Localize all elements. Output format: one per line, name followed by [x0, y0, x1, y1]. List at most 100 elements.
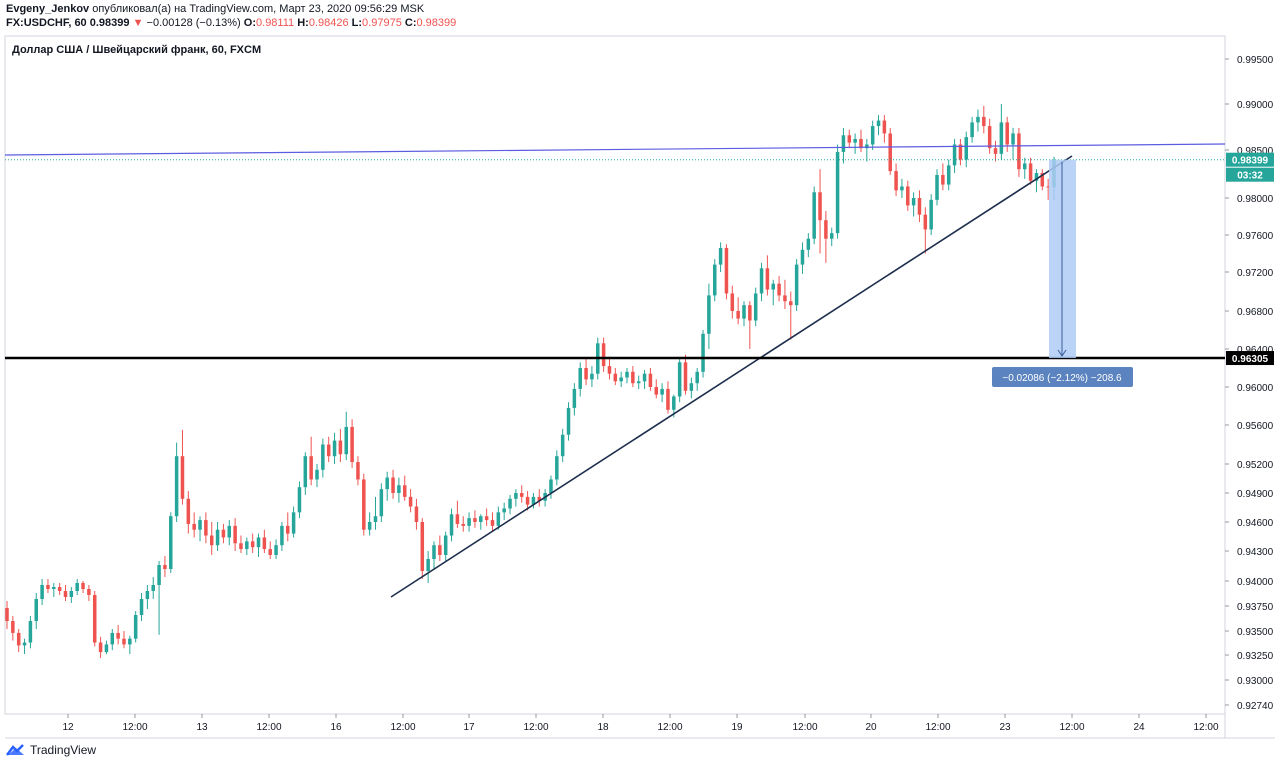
candle-body — [92, 595, 97, 643]
price-badge: 0.98399 — [1232, 156, 1269, 167]
candle-body — [976, 116, 980, 123]
candle-body — [303, 456, 308, 488]
candle-body — [508, 498, 512, 509]
candle-body — [1028, 163, 1033, 181]
candle-body — [326, 444, 331, 457]
candle-body — [245, 541, 249, 550]
candle-body — [935, 174, 939, 200]
candle-body — [87, 589, 91, 595]
candle-body — [683, 362, 688, 391]
candle-body — [853, 138, 857, 143]
time-tick-label: 24 — [1133, 722, 1145, 733]
candle-body — [414, 506, 419, 522]
footer-brand[interactable]: TradingView — [30, 743, 97, 757]
candle-body — [941, 174, 945, 185]
price-badge-bg — [1226, 152, 1274, 167]
candle-body — [841, 135, 846, 152]
price-tick-label: 0.95200 — [1237, 460, 1274, 471]
time-tick-label: 12 — [62, 722, 74, 733]
candle-body — [16, 632, 21, 646]
candle-body — [888, 133, 892, 172]
candle-body — [373, 516, 378, 522]
candle-body — [672, 396, 676, 410]
candle-body — [496, 512, 501, 526]
price-tick-label: 0.93000 — [1237, 676, 1274, 687]
time-tick-label: 12:00 — [256, 722, 281, 733]
countdown-badge: 03:32 — [1237, 171, 1263, 182]
candle-body — [1011, 133, 1015, 145]
candle-body — [724, 247, 729, 294]
open-value: 0.98111 — [256, 17, 295, 29]
time-tick-label: 17 — [463, 722, 475, 733]
candle-body — [502, 508, 506, 513]
candle-body — [461, 523, 465, 526]
candle-body — [736, 311, 740, 319]
candle-body — [116, 632, 120, 639]
candle-body — [157, 565, 161, 585]
candle-body — [859, 138, 863, 149]
chart-header: Evgeny_Jenkov опубликовал(а) на TradingV… — [6, 2, 456, 30]
candle-body — [900, 186, 904, 191]
price-tick-label: 0.96800 — [1237, 307, 1274, 318]
candle-body — [1046, 186, 1050, 188]
candle-body — [519, 493, 524, 497]
candle-body — [654, 387, 659, 395]
candle-body — [677, 362, 682, 397]
price-tick-label: 0.94900 — [1237, 489, 1274, 500]
candle-body — [57, 587, 62, 591]
candle-body — [186, 498, 191, 524]
candle-body — [449, 514, 454, 536]
candle-body — [707, 295, 711, 334]
candle-body — [467, 518, 471, 526]
candle-body — [771, 283, 775, 290]
price-tick-label: 0.93750 — [1237, 602, 1274, 613]
time-axis[interactable]: 12 12:00 13 12:00 16 12:00 17 12:00 18 12:00 19 12:… — [62, 714, 1219, 733]
candle-body — [952, 144, 957, 166]
candle-body — [350, 426, 354, 463]
high-label: H: — [297, 17, 309, 29]
price-axis[interactable]: 0.99500 0.99000 0.98500 0.98000 0.97600 0.972… — [1225, 55, 1274, 712]
candle-body — [52, 587, 56, 589]
candle-body — [625, 371, 629, 378]
candle-body — [256, 537, 261, 548]
candle-body — [590, 373, 594, 380]
change-arrow-icon: ▼ — [132, 17, 144, 29]
candle-body — [291, 512, 296, 534]
candle-body — [619, 377, 623, 382]
time-tick-label: 12:00 — [1193, 722, 1218, 733]
candle-body — [613, 373, 618, 382]
candle-body — [262, 537, 267, 550]
candle-body — [297, 487, 302, 513]
ohlc-line: FX:USDCHF, 60 0.98399 ▼ −0.00128 (−0.13%… — [6, 16, 456, 30]
candle-body — [443, 535, 448, 555]
candle-body — [397, 485, 401, 493]
candle-body — [876, 120, 881, 127]
symbol-label: FX:USDCHF, 60 — [6, 17, 87, 29]
candle-body — [239, 543, 243, 550]
time-tick-label: 12:00 — [122, 722, 147, 733]
change-value: −0.00128 (−0.13%) — [146, 17, 241, 29]
publication-line: Evgeny_Jenkov опубликовал(а) на TradingV… — [6, 2, 456, 16]
candle-body — [204, 520, 208, 536]
low-value: 0.97975 — [362, 17, 402, 29]
candle-body — [917, 198, 922, 215]
candle-body — [812, 192, 816, 239]
candle-body — [408, 496, 413, 507]
time-tick-label: 12:00 — [1059, 722, 1084, 733]
time-tick-label: 19 — [731, 722, 743, 733]
candle-body — [929, 199, 933, 230]
candle-body — [730, 293, 735, 311]
candle-body — [923, 214, 928, 230]
candle-body — [829, 233, 834, 239]
candle-body — [882, 120, 887, 134]
measure-label-bg — [992, 367, 1133, 388]
author-name[interactable]: Evgeny_Jenkov — [6, 3, 90, 15]
candle-body — [321, 444, 325, 470]
candle-body — [958, 144, 963, 160]
price-tick-label: 0.98000 — [1237, 194, 1274, 205]
candle-body — [233, 525, 237, 544]
candle-body — [338, 440, 343, 455]
tradingview-logo-icon — [6, 744, 24, 756]
candle-body — [438, 545, 442, 555]
